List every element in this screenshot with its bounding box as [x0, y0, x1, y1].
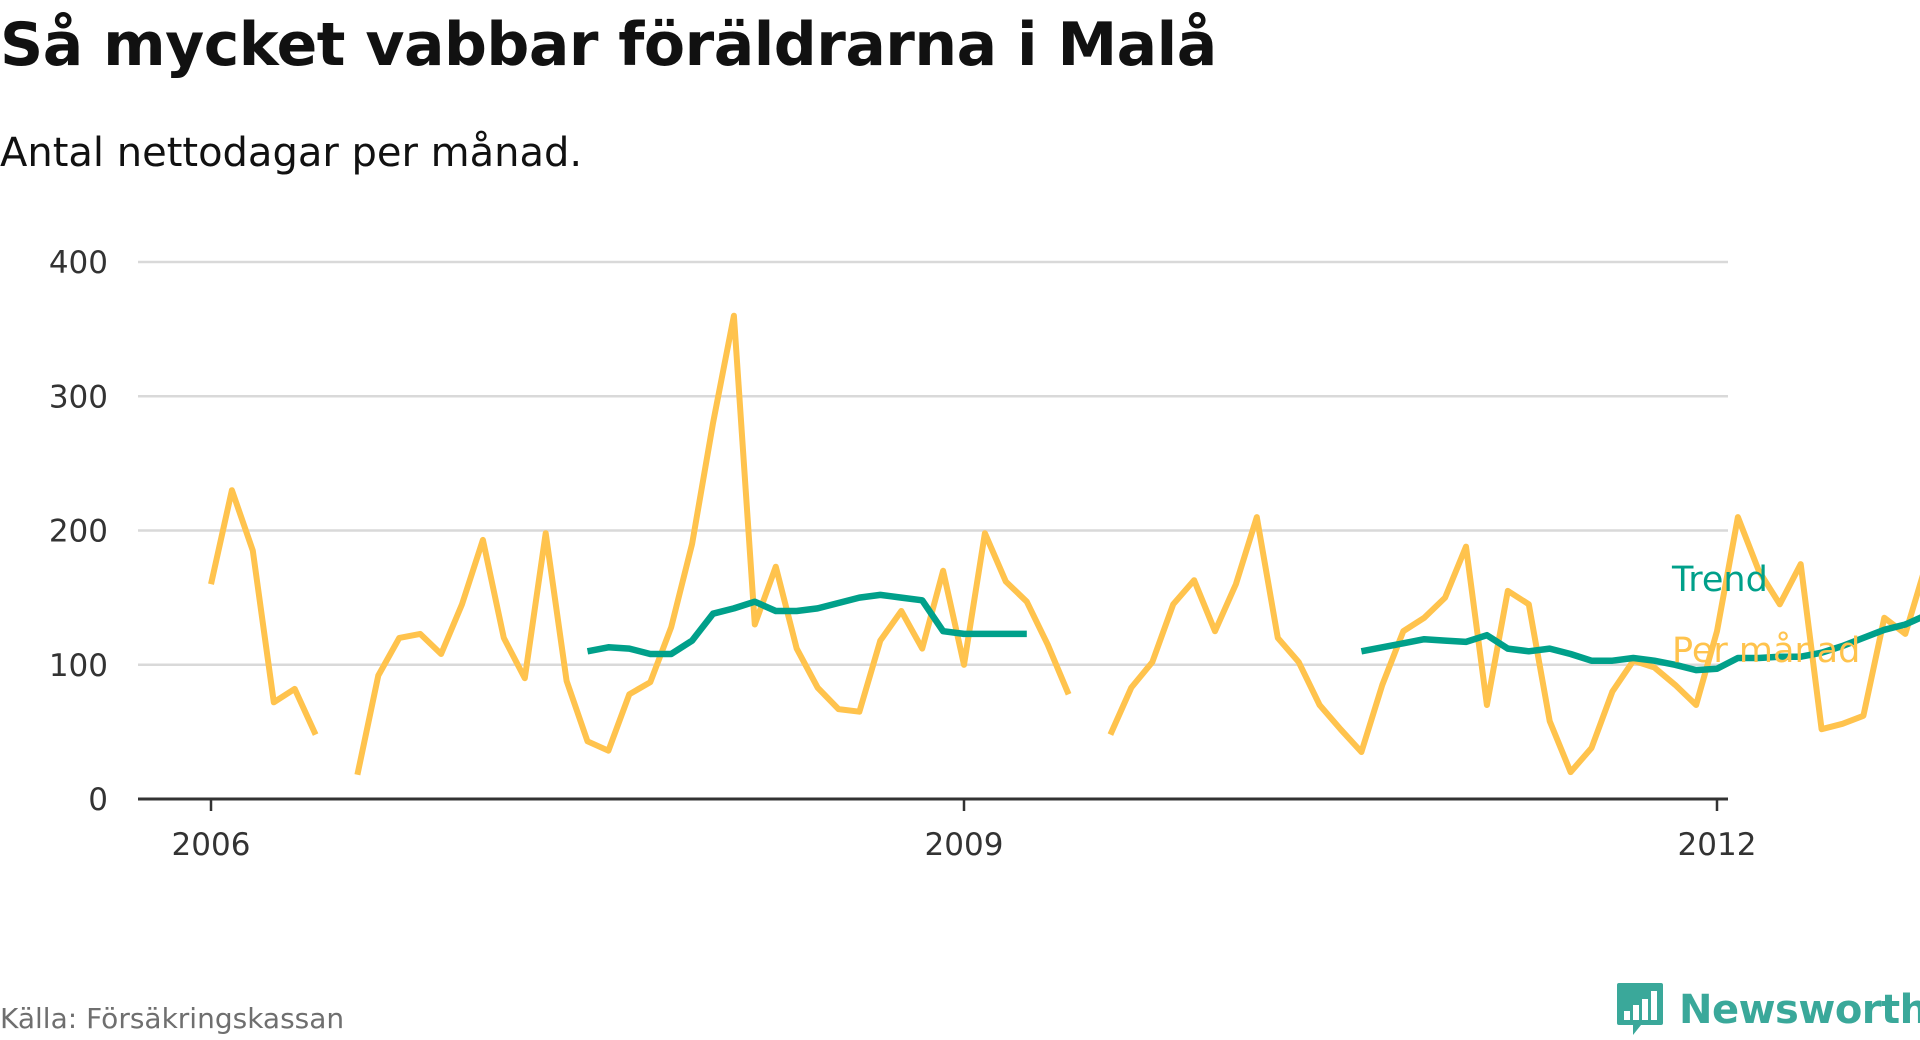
series-segment	[586, 591, 1027, 658]
bar-chart-speech-bubble-icon	[1617, 983, 1663, 1035]
x-tick-label: 2006	[172, 827, 251, 863]
y-tick-label: 300	[49, 379, 108, 415]
series-trend	[586, 591, 1920, 674]
newsworthy-logo: Newsworthy	[1615, 980, 1920, 1040]
series-labels: Per månad Trend	[1671, 560, 1860, 671]
y-tick-label: 0	[88, 782, 108, 818]
brand-name: Newsworthy	[1679, 987, 1920, 1033]
y-tick-label: 100	[49, 648, 108, 684]
series-lines	[208, 312, 1920, 776]
y-tick-label: 400	[49, 245, 108, 281]
x-tick-label: 2012	[1678, 827, 1757, 863]
series-segment	[1107, 514, 1920, 776]
series-label-per-manad: Per månad	[1672, 630, 1860, 671]
y-tick-label: 200	[49, 514, 108, 550]
source-credit: Källa: Försäkringskassan	[0, 1002, 345, 1035]
grid-lines	[138, 260, 1728, 666]
series-segment	[1360, 614, 1920, 674]
x-axis-labels: 2006200920122015201820212023	[172, 827, 1757, 863]
series-segment	[354, 312, 1072, 776]
x-axis	[138, 797, 1728, 811]
chart-title: Så mycket vabbar föräldrarna i Malå	[0, 10, 1217, 80]
series-segment	[208, 487, 319, 736]
chart-subtitle: Antal nettodagar per månad.	[0, 130, 583, 176]
series-per-manad	[208, 312, 1920, 776]
y-axis-labels: 0 100 200 300 400	[49, 245, 108, 818]
series-label-trend: Trend	[1671, 560, 1768, 600]
x-tick-label: 2009	[925, 827, 1004, 863]
